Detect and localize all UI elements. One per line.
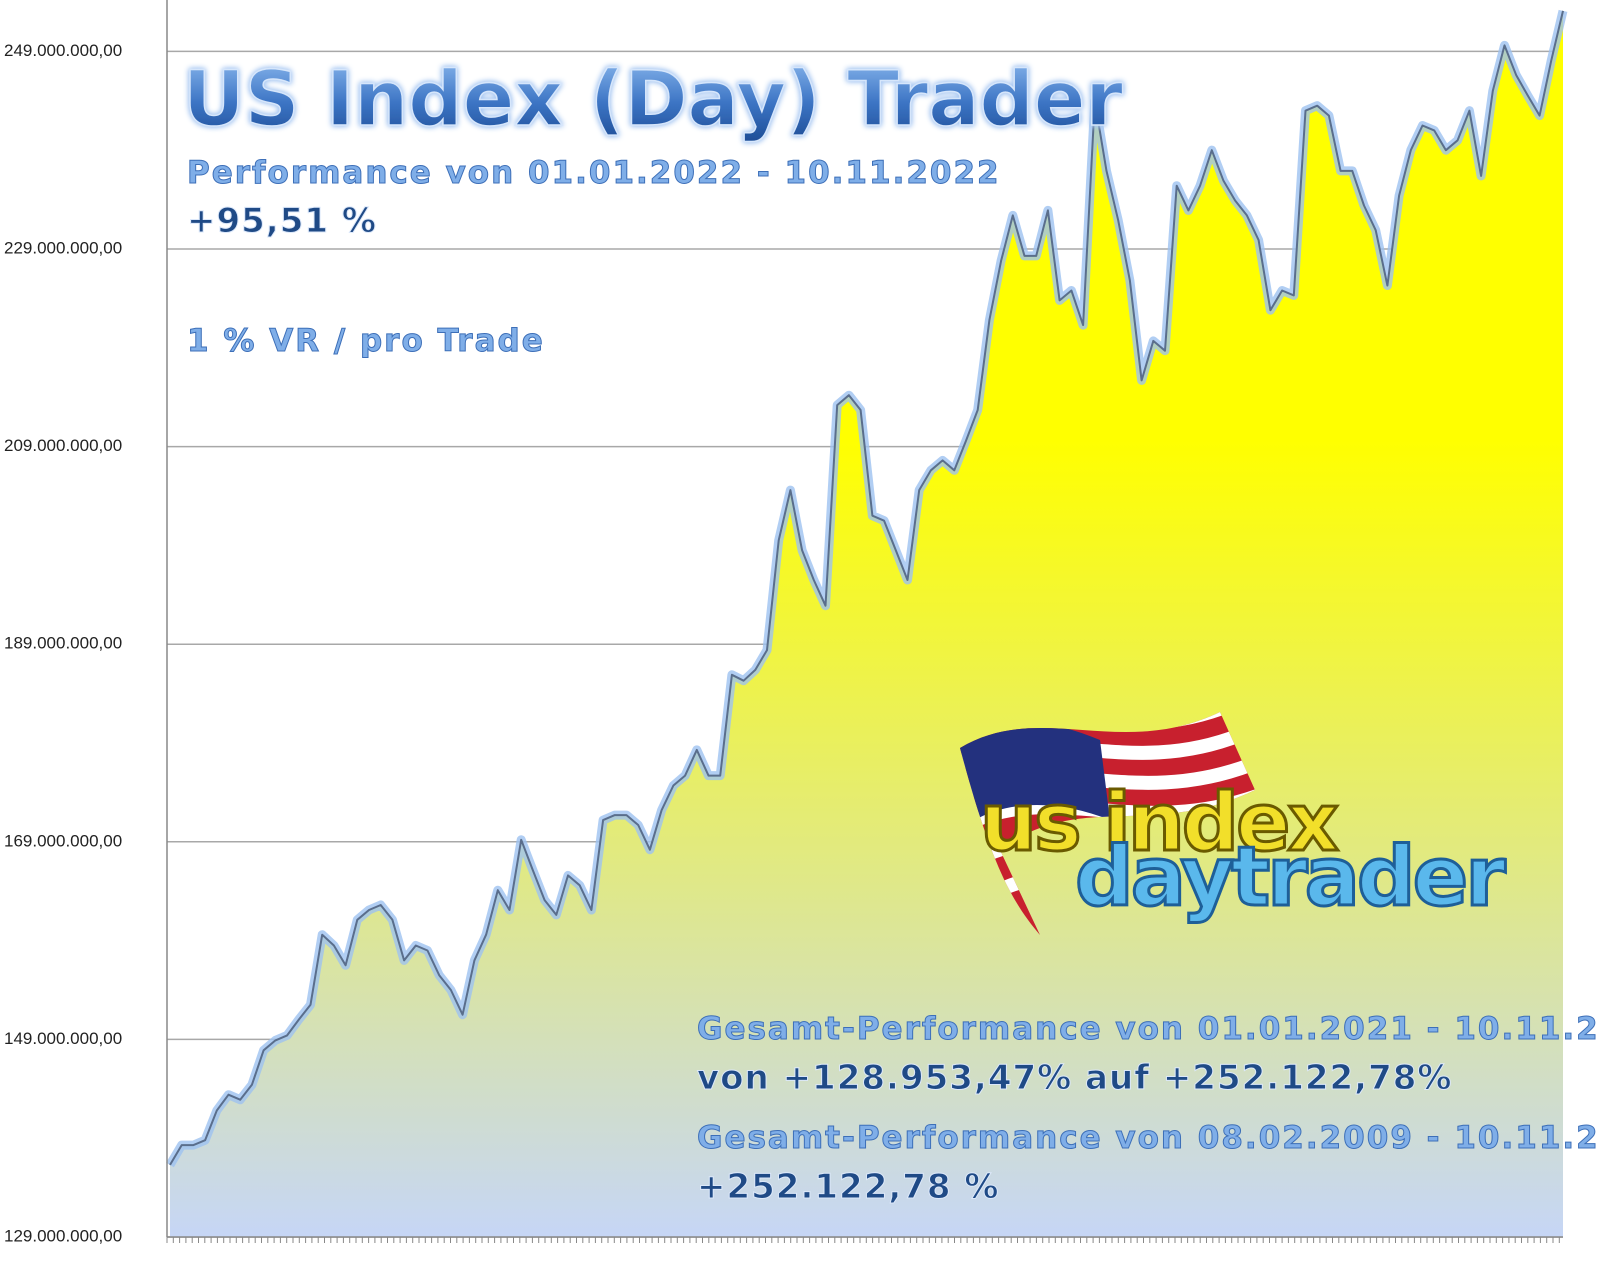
y-tick-label: 189.000.000,00	[4, 634, 122, 653]
annotation: Gesamt-Performance von 01.01.2021 - 10.1…	[697, 1011, 1600, 1047]
y-tick-label: 209.000.000,00	[4, 436, 122, 455]
annotation: +252.122,78 %	[697, 1167, 999, 1207]
annotation: 1 % VR / pro Trade	[187, 323, 545, 359]
logo-text: daytrader	[1075, 830, 1506, 925]
chart-title: US Index (Day) Trader	[183, 54, 1123, 143]
logo-text: us index	[980, 776, 1338, 869]
y-tick-label: 229.000.000,00	[4, 238, 122, 257]
y-tick-label: 249.000.000,00	[4, 41, 122, 60]
line	[169, 10, 1564, 1166]
annotation: Gesamt-Performance von 08.02.2009 - 10.1…	[697, 1120, 1600, 1156]
y-tick-label: 129.000.000,00	[4, 1226, 122, 1245]
y-axis: 129.000.000,00 149.000.000,00 169.000.000,…	[4, 0, 1563, 1245]
y-tick-label: 169.000.000,00	[4, 831, 122, 850]
x-axis-ticks	[166, 1237, 1560, 1243]
y-tick-label: 149.000.000,00	[4, 1029, 122, 1048]
annotation: Performance von 01.01.2022 - 10.11.2022	[187, 155, 1001, 191]
plot-area	[166, 9, 1568, 1237]
area-fill	[170, 10, 1563, 1237]
annotation: von +128.953,47% auf +252.122,78%	[697, 1058, 1452, 1098]
annotation: +95,51 %	[187, 201, 377, 241]
